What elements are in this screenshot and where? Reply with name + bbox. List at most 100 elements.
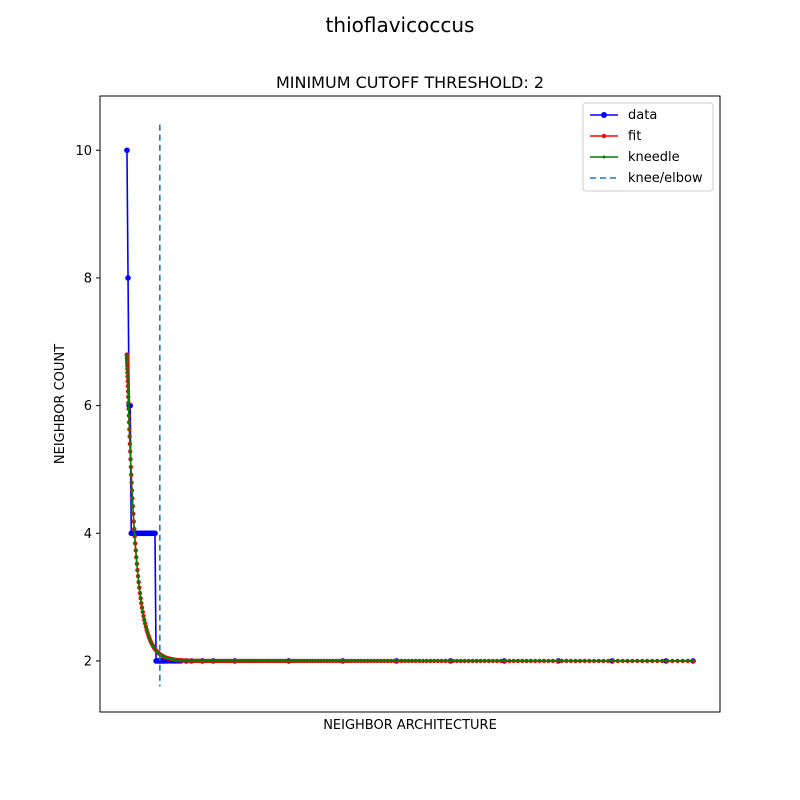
kneedle-point	[337, 659, 341, 663]
kneedle-point	[131, 512, 135, 516]
y-tick-label: 8	[84, 271, 92, 286]
kneedle-point	[356, 659, 360, 663]
kneedle-point	[691, 659, 695, 663]
kneedle-point	[127, 401, 130, 405]
kneedle-point	[145, 628, 149, 632]
kneedle-point	[247, 659, 251, 663]
kneedle-point	[134, 555, 138, 559]
kneedle-point	[264, 659, 267, 663]
kneedle-point	[592, 659, 596, 663]
kneedle-point	[140, 601, 143, 605]
plot-area	[124, 124, 696, 687]
kneedle-point	[142, 614, 145, 618]
kneedle-point	[126, 379, 130, 383]
x-axis-label: NEIGHBOR ARCHITECTURE	[323, 718, 497, 733]
kneedle-point	[138, 591, 142, 595]
kneedle-point	[249, 659, 253, 663]
kneedle-point	[569, 659, 573, 663]
legend-box	[582, 102, 714, 192]
kneedle-point	[512, 659, 516, 663]
kneedle-point	[279, 659, 282, 663]
kneedle-point	[425, 659, 428, 663]
kneedle-point	[407, 659, 410, 663]
kneedle-point	[126, 389, 130, 393]
kneedle-point	[207, 659, 210, 663]
kneedle-point	[459, 659, 463, 663]
kneedle-point	[542, 659, 546, 663]
kneedle-point	[205, 659, 208, 663]
kneedle-point	[340, 659, 344, 663]
kneedle-point	[538, 659, 541, 663]
kneedle-point	[578, 659, 582, 663]
kneedle-point	[436, 659, 440, 663]
kneedle-point	[276, 659, 280, 663]
kneedle-point	[455, 659, 459, 663]
chart-title: MINIMUM CUTOFF THRESHOLD: 2	[276, 73, 544, 92]
kneedle-point	[565, 659, 568, 663]
kneedle-point	[261, 659, 265, 663]
kneedle-point	[366, 659, 369, 663]
kneedle-point	[128, 450, 132, 453]
kneedle-point	[149, 641, 153, 644]
kneedle-point	[281, 659, 285, 663]
kneedle-point	[234, 659, 238, 663]
kneedle-point	[495, 659, 499, 663]
kneedle-point	[671, 659, 674, 663]
kneedle-point	[132, 527, 136, 531]
kneedle-point	[148, 638, 152, 642]
kneedle-point	[487, 659, 491, 663]
kneedle-point	[400, 659, 403, 663]
kneedle-point	[432, 659, 436, 663]
kneedle-point	[126, 367, 129, 371]
kneedle-point	[616, 659, 620, 663]
kneedle-point	[142, 618, 146, 622]
kneedle-point	[328, 659, 332, 663]
kneedle-point	[666, 659, 669, 663]
kneedle-point	[393, 659, 396, 663]
kneedle-point	[588, 659, 591, 663]
kneedle-point	[440, 659, 443, 663]
kneedle-point	[127, 414, 131, 417]
kneedle-point	[547, 659, 550, 663]
kneedle-point	[302, 659, 306, 663]
kneedle-point	[254, 659, 258, 663]
kneedle-point	[268, 659, 272, 663]
kneedle-point	[129, 465, 133, 469]
kneedle-point	[125, 357, 129, 360]
kneedle-point	[631, 659, 634, 663]
kneedle-point	[410, 659, 414, 663]
kneedle-point	[305, 659, 309, 663]
kneedle-point	[241, 659, 244, 663]
kneedle-point	[130, 481, 133, 484]
kneedle-point	[216, 659, 220, 663]
kneedle-point	[386, 659, 389, 663]
kneedle-point	[129, 457, 132, 461]
kneedle-point	[655, 659, 659, 663]
kneedle-point	[256, 659, 260, 663]
kneedle-point	[483, 659, 486, 663]
kneedle-point	[359, 659, 363, 663]
kneedle-point	[421, 659, 425, 663]
kneedle-point	[606, 659, 610, 663]
kneedle-point	[252, 659, 255, 663]
kneedle-point	[369, 659, 373, 663]
y-axis-ticks: 2 4 6 8 10	[75, 144, 100, 669]
kneedle-point	[128, 442, 132, 446]
kneedle-point	[311, 659, 314, 663]
kneedle-point	[475, 659, 478, 663]
kneedle-point	[132, 520, 136, 523]
kneedle-point	[224, 659, 227, 663]
kneedle-point	[125, 361, 129, 365]
kneedle-point	[144, 625, 148, 629]
kneedle-point	[133, 542, 137, 545]
y-axis-label: NEIGHBOR COUNT	[53, 344, 68, 464]
kneedle-point	[317, 659, 320, 663]
kneedle-point	[146, 631, 149, 635]
legend-label-knee: knee/elbow	[628, 171, 703, 186]
kneedle-point	[491, 659, 495, 663]
kneedle-point	[232, 659, 236, 663]
kneedle-point	[273, 659, 277, 663]
kneedle-point	[516, 659, 520, 663]
legend-marker-kneedle	[602, 155, 606, 159]
